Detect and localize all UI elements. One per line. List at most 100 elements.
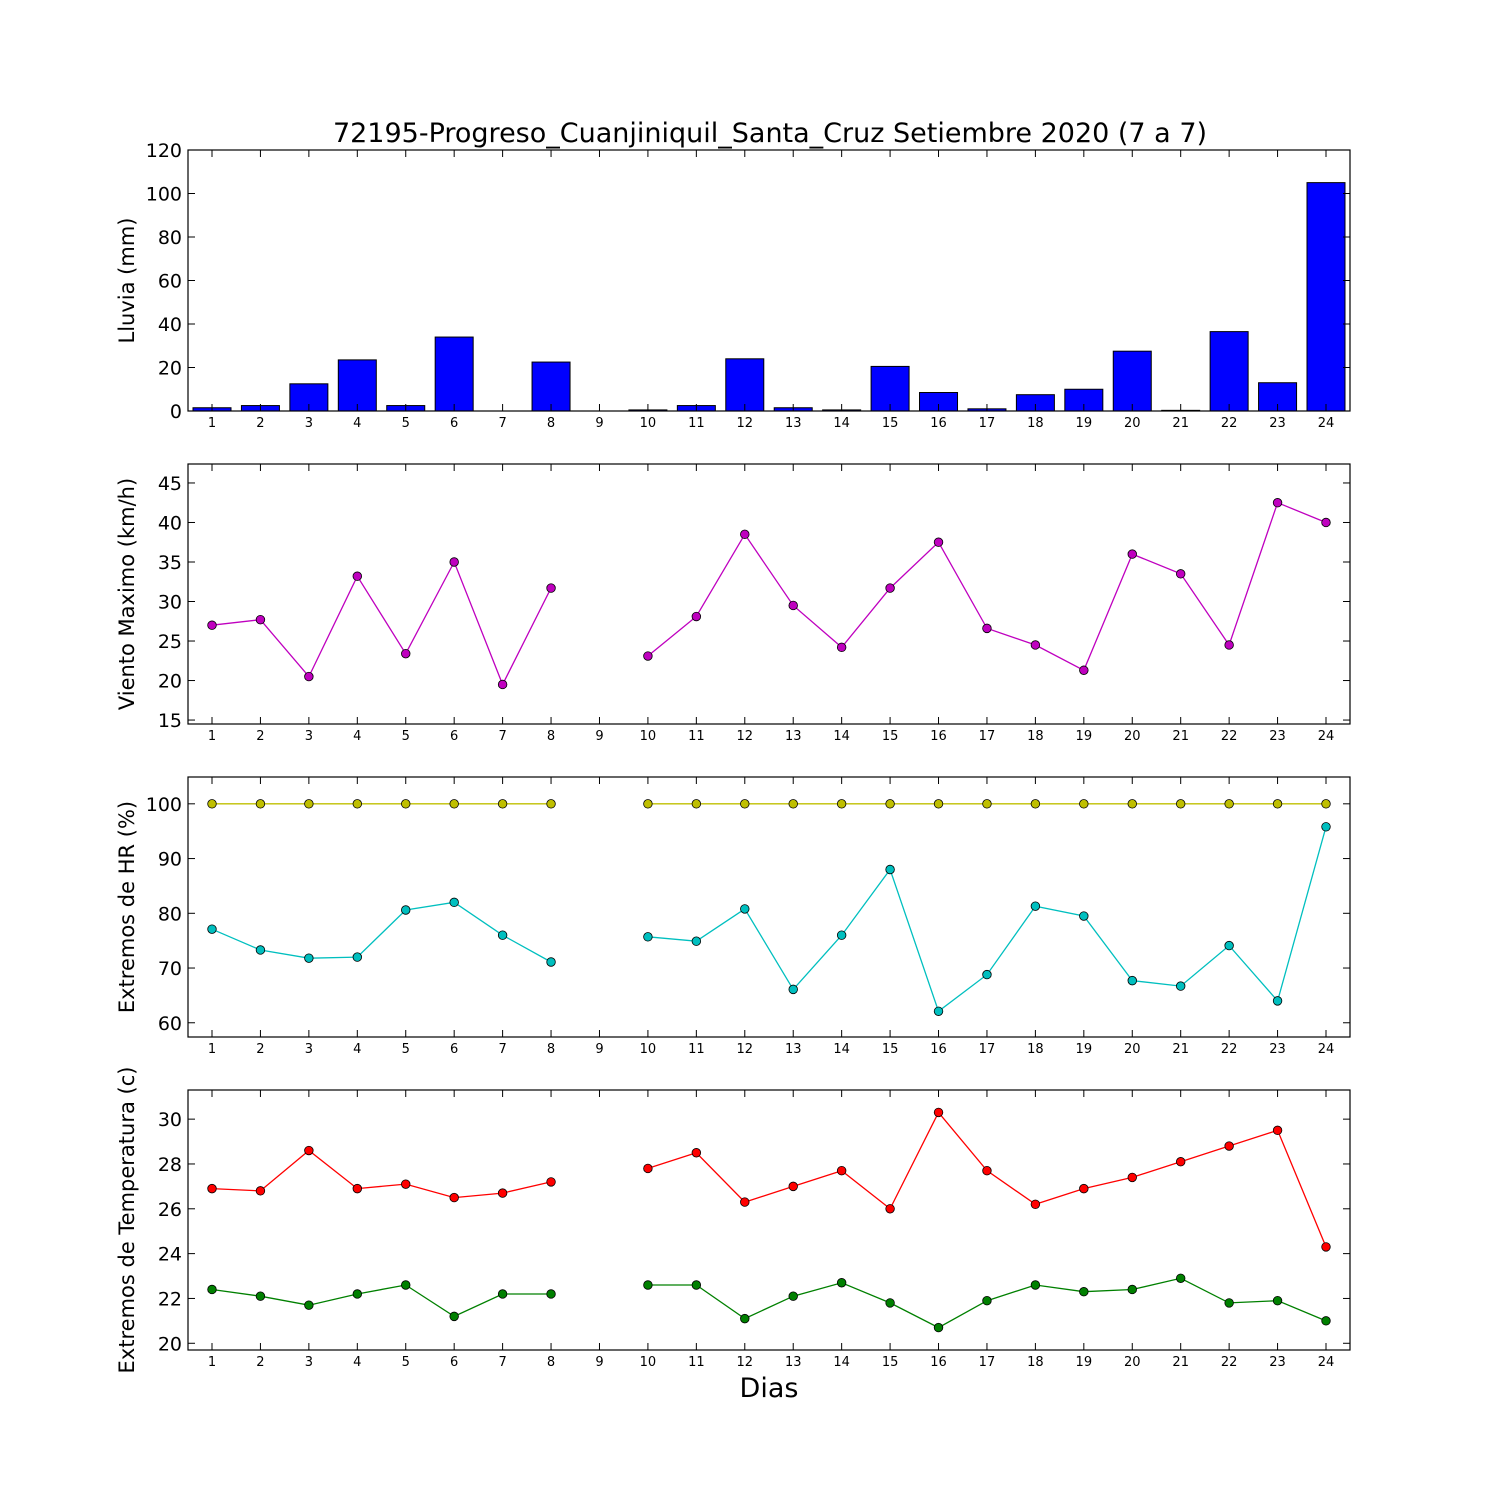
humidity-min-point	[788, 984, 798, 995]
rain-xtick-label: 24	[1318, 416, 1335, 431]
temp-min-point	[982, 1295, 992, 1306]
humidity-max-point	[1079, 799, 1089, 809]
rain-y-axis-label: Lluvia (mm)	[115, 218, 139, 344]
humidity-max-point	[546, 799, 556, 809]
wind-xtick-label: 18	[1027, 729, 1044, 744]
temp-max-point	[836, 1165, 847, 1176]
rain-bar	[337, 359, 377, 412]
rain-xtick-label: 5	[402, 416, 410, 431]
humidity-xtick-label: 1	[208, 1042, 216, 1057]
temp-min-point	[836, 1278, 847, 1288]
wind-xtick-label: 8	[547, 729, 555, 744]
temperature-xtick-label: 8	[547, 1355, 555, 1370]
temp-min-point	[643, 1280, 653, 1290]
humidity-max-point	[255, 799, 266, 809]
temp-max-point	[255, 1186, 266, 1196]
wind-ytick-label: 25	[158, 631, 182, 653]
humidity-min-point	[643, 932, 653, 942]
temperature-ytick-label: 22	[158, 1288, 182, 1310]
temp-max-point	[1079, 1183, 1089, 1194]
temp-min-point	[1321, 1316, 1331, 1326]
temp-max-point	[933, 1107, 944, 1118]
rain-ytick-label: 60	[158, 271, 182, 293]
humidity-max-point	[740, 799, 750, 809]
humidity-xtick-label: 17	[979, 1042, 996, 1057]
humidity-max-point	[304, 799, 314, 809]
humidity-xtick-label: 19	[1076, 1042, 1093, 1057]
humidity-xtick-label: 16	[930, 1042, 947, 1057]
humidity-xtick-label: 2	[256, 1042, 264, 1057]
humidity-max-point	[1175, 799, 1186, 809]
humidity-max-point	[449, 799, 459, 809]
rain-xtick-label: 12	[737, 416, 754, 431]
rain-xtick-label: 18	[1027, 416, 1044, 431]
wind-ytick-label: 20	[158, 671, 182, 693]
wind-point	[497, 679, 508, 690]
wind-point	[1127, 549, 1137, 559]
temperature-ytick-label: 26	[158, 1199, 182, 1221]
humidity-max-point	[1127, 799, 1137, 809]
humidity-max-point	[1224, 799, 1234, 809]
wind-point	[1079, 665, 1089, 675]
rain-bar	[531, 361, 571, 412]
rain-xtick-label: 15	[882, 416, 899, 431]
humidity-xtick-label: 12	[737, 1042, 754, 1057]
wind-point	[691, 611, 702, 622]
rain-xtick-label: 14	[833, 416, 850, 431]
humidity-max-point	[352, 799, 363, 809]
humidity-min-point	[546, 957, 556, 967]
wind-ytick-label: 35	[158, 552, 182, 574]
temp-max-point	[304, 1145, 314, 1156]
wind-xtick-label: 19	[1076, 729, 1093, 744]
wind-xtick-label: 15	[882, 729, 899, 744]
temp-min-point	[352, 1289, 363, 1299]
temperature-axes-frame	[187, 1089, 1351, 1351]
wind-point	[982, 623, 992, 634]
wind-xtick-label: 22	[1221, 729, 1238, 744]
temp-min-point	[1030, 1280, 1041, 1290]
humidity-min-point	[1272, 996, 1283, 1006]
humidity-min-point	[1127, 975, 1137, 986]
wind-xtick-label: 1	[208, 729, 216, 744]
humidity-min-point	[207, 924, 217, 934]
temp-max-point	[1127, 1172, 1137, 1183]
temperature-xtick-label: 7	[498, 1355, 506, 1370]
humidity-min-line	[647, 826, 1327, 1013]
humidity-min-point	[497, 930, 508, 940]
wind-point	[304, 671, 314, 682]
humidity-min-point	[740, 904, 750, 914]
rain-bar	[1209, 331, 1249, 412]
humidity-min-point	[401, 905, 411, 915]
rain-xtick-label: 20	[1124, 416, 1141, 431]
humidity-min-point	[1321, 822, 1331, 832]
wind-ytick-label: 15	[158, 710, 182, 732]
humidity-xtick-label: 6	[450, 1042, 458, 1057]
humidity-ytick-label: 80	[158, 903, 182, 925]
temperature-xtick-label: 18	[1027, 1355, 1044, 1370]
temp-max-point	[691, 1148, 702, 1158]
temp-max-point	[643, 1163, 653, 1174]
wind-xtick-label: 16	[930, 729, 947, 744]
temp-min-point	[255, 1291, 266, 1301]
humidity-max-point	[933, 799, 944, 809]
humidity-xtick-label: 10	[640, 1042, 657, 1057]
temperature-xtick-label: 13	[785, 1355, 802, 1370]
wind-ytick-label: 30	[158, 592, 182, 614]
temperature-xtick-label: 2	[256, 1355, 264, 1370]
humidity-xtick-label: 18	[1027, 1042, 1044, 1057]
rain-bar	[1306, 182, 1346, 412]
x-axis-label: Dias	[740, 1373, 799, 1404]
rain-xtick-label: 10	[640, 416, 657, 431]
humidity-min-point	[885, 864, 895, 875]
humidity-max-point	[836, 799, 847, 809]
rain-xtick-label: 9	[595, 416, 603, 431]
humidity-ytick-label: 60	[158, 1013, 182, 1035]
rain-xtick-label: 2	[256, 416, 264, 431]
wind-point	[1224, 640, 1234, 650]
rain-xtick-label: 4	[353, 416, 361, 431]
humidity-min-point	[933, 1006, 944, 1016]
humidity-xtick-label: 13	[785, 1042, 802, 1057]
humidity-xtick-label: 11	[688, 1042, 705, 1057]
